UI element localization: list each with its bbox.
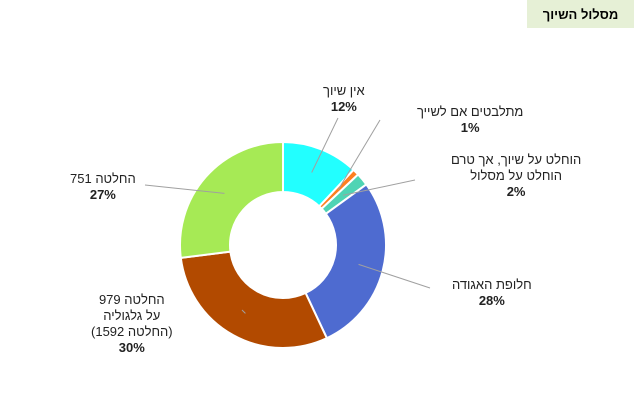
leader-line-2 xyxy=(342,179,416,196)
leader-line-3 xyxy=(358,263,431,289)
leader-line-4 xyxy=(241,309,246,314)
slice-name-2-0: הוחלט על שיוך, אך טרם xyxy=(451,152,582,167)
slice-3 xyxy=(304,183,387,340)
slice-name-1-0: מתלבטים אם לשייך xyxy=(417,104,524,119)
slice-label-4: החלטה 979 על גלגוליה (החלטה 1592) 30% xyxy=(91,292,173,356)
slice-label-1: מתלבטים אם לשייך 1% xyxy=(417,104,523,136)
slice-name-4-1: על גלגוליה xyxy=(103,308,161,323)
slice-5 xyxy=(179,140,284,260)
leader-line-5 xyxy=(144,184,225,194)
slice-label-2: הוחלט על שיוך, אך טרם הוחלט על מסלול 2% xyxy=(451,152,581,200)
slice-4 xyxy=(179,250,329,349)
slice-name-4-2: (החלטה 1592) xyxy=(91,324,173,339)
slice-name-2-1: הוחלט על מסלול xyxy=(470,168,563,183)
slice-label-0: אין שיוך 12% xyxy=(323,83,365,115)
slice-pct-5: 27% xyxy=(89,187,116,202)
slice-label-3: חלופת האגודה 28% xyxy=(452,277,532,309)
slice-name-5-0: החלטה 751 xyxy=(70,171,136,186)
slice-name-0-0: אין שיוך xyxy=(323,83,365,98)
leader-line-0 xyxy=(311,117,339,173)
leader-line-1 xyxy=(337,119,381,191)
slice-pct-4: 30% xyxy=(118,340,145,355)
slice-label-5: החלטה 751 27% xyxy=(70,171,136,203)
slice-pct-0: 12% xyxy=(330,99,357,114)
slice-name-4-0: החלטה 979 xyxy=(98,292,165,307)
slice-pct-1: 1% xyxy=(460,120,480,135)
slice-pct-3: 28% xyxy=(478,293,505,308)
slice-name-3-0: חלופת האגודה xyxy=(452,277,532,292)
page-tag: מסלול השיוך xyxy=(527,0,634,28)
slice-pct-2: 2% xyxy=(506,184,526,199)
